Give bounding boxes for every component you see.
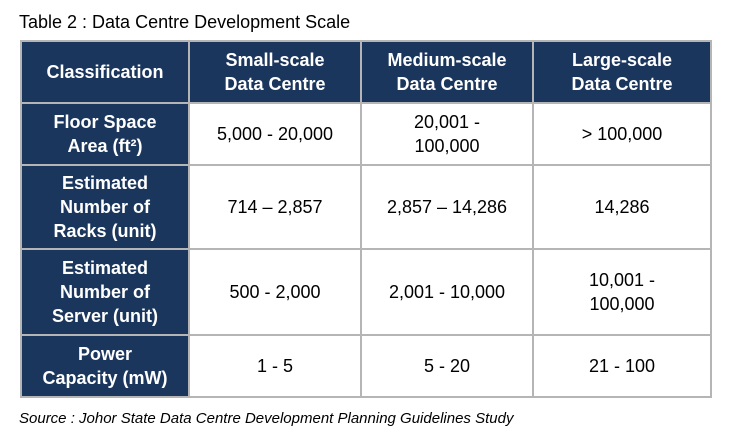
row-label-line: Area (ft²) (67, 136, 143, 156)
header-large-scale: Large-scale Data Centre (532, 40, 712, 104)
table-row: Estimated Number of Server (unit) 500 - 2,… (20, 248, 712, 336)
row-label-line: Capacity (mW) (42, 368, 168, 388)
cell-value: 5,000 - 20,000 (216, 124, 334, 144)
cell-value: 5 - 20 (423, 356, 471, 376)
header-classification-label: Classification (46, 62, 164, 82)
header-small-line-2: Data Centre (224, 74, 326, 94)
cell-value-line: 20,001 - (413, 112, 481, 132)
table-caption: Table 2 : Data Centre Development Scale (19, 12, 351, 32)
cell-servers-small: 500 - 2,000 (188, 248, 362, 336)
cell-value: 500 - 2,000 (229, 282, 321, 302)
header-small-line-1: Small-scale (225, 50, 325, 70)
row-label-line: Estimated (61, 258, 149, 278)
cell-floor-space-large: > 100,000 (532, 102, 712, 166)
cell-value: 2,001 - 10,000 (388, 282, 506, 302)
row-label-line: Floor Space (53, 112, 157, 132)
row-label-line: Number of (60, 197, 150, 217)
table-header-row: Classification Small-scale Data Centre Me… (20, 40, 712, 104)
cell-value-line: 100,000 (414, 136, 480, 156)
table-row: Estimated Number of Racks (unit) 714 – 2,8… (20, 164, 712, 250)
cell-racks-small: 714 – 2,857 (188, 164, 362, 250)
cell-value: 714 – 2,857 (227, 197, 323, 217)
cell-servers-large: 10,001 - 100,000 (532, 248, 712, 336)
cell-value: 14,286 (594, 197, 650, 217)
header-medium-line-2: Data Centre (396, 74, 498, 94)
row-label-line: Power (77, 344, 132, 364)
header-large-line-1: Large-scale (571, 50, 673, 70)
header-classification: Classification (20, 40, 190, 104)
cell-power-large: 21 - 100 (532, 334, 712, 398)
cell-value: 1 - 5 (256, 356, 294, 376)
table-row: Floor Space Area (ft²) 5,000 - 20,000 20,… (20, 102, 712, 166)
row-label-line: Server (unit) (51, 306, 159, 326)
header-small-scale: Small-scale Data Centre (188, 40, 362, 104)
cell-servers-medium: 2,001 - 10,000 (360, 248, 534, 336)
data-centre-scale-table: Classification Small-scale Data Centre Me… (20, 40, 712, 398)
cell-power-medium: 5 - 20 (360, 334, 534, 398)
cell-value-line: 100,000 (589, 294, 655, 314)
cell-value-line: 10,001 - (588, 270, 656, 290)
cell-value: 2,857 – 14,286 (386, 197, 508, 217)
row-label-line: Estimated (61, 173, 149, 193)
cell-racks-medium: 2,857 – 14,286 (360, 164, 534, 250)
table-row: Power Capacity (mW) 1 - 5 5 - 20 21 - 100 (20, 334, 712, 398)
source-note: Source : Johor State Data Centre Develop… (19, 410, 514, 427)
row-label-racks: Estimated Number of Racks (unit) (20, 164, 190, 250)
cell-value: > 100,000 (581, 124, 663, 144)
cell-value: 21 - 100 (588, 356, 656, 376)
row-label-power: Power Capacity (mW) (20, 334, 190, 398)
row-label-servers: Estimated Number of Server (unit) (20, 248, 190, 336)
cell-floor-space-medium: 20,001 - 100,000 (360, 102, 534, 166)
row-label-line: Number of (60, 282, 150, 302)
cell-racks-large: 14,286 (532, 164, 712, 250)
header-medium-line-1: Medium-scale (387, 50, 507, 70)
cell-power-small: 1 - 5 (188, 334, 362, 398)
row-label-line: Racks (unit) (53, 221, 157, 241)
header-medium-scale: Medium-scale Data Centre (360, 40, 534, 104)
row-label-floor-space: Floor Space Area (ft²) (20, 102, 190, 166)
header-large-line-2: Data Centre (571, 74, 673, 94)
cell-floor-space-small: 5,000 - 20,000 (188, 102, 362, 166)
